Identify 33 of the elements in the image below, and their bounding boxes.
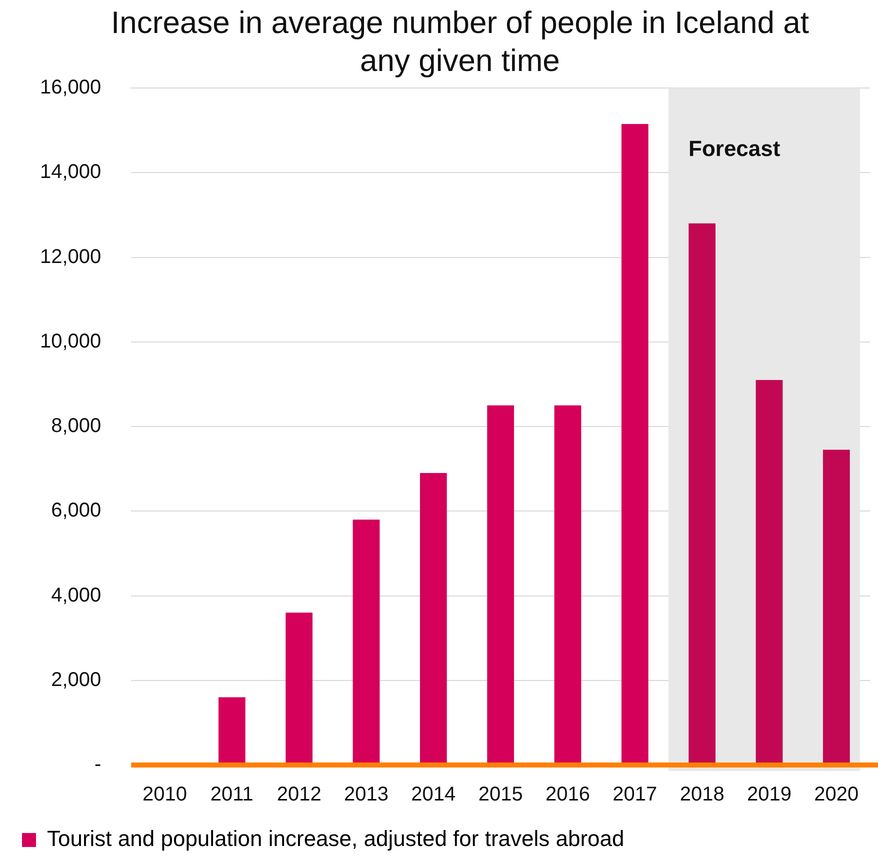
bar <box>218 697 246 764</box>
x-tick-label: 2010 <box>142 784 188 806</box>
bar <box>621 124 648 764</box>
x-tick-label: 2012 <box>276 784 322 806</box>
x-tick-label: 2011 <box>210 784 254 806</box>
chart-title: Increase in average number of people in Iceland at any given time <box>110 4 810 80</box>
y-tick-label: 14,000 <box>40 161 102 184</box>
y-tick-label: - <box>94 754 102 776</box>
band-label: Forecast <box>688 136 781 162</box>
x-tick-label: 2016 <box>546 784 590 806</box>
x-tick-label: 2018 <box>680 784 724 806</box>
y-tick-label: 16,000 <box>40 76 102 99</box>
legend-label: Tourist and population increase, adjusted for travels abroad <box>47 826 624 852</box>
bar <box>352 520 380 764</box>
y-tick-label: 10,000 <box>40 330 102 352</box>
bar <box>822 450 850 764</box>
y-tick-label: 2,000 <box>51 668 102 691</box>
x-tick-label: 2017 <box>612 784 658 806</box>
bar <box>420 473 447 764</box>
bar <box>286 612 313 764</box>
bar <box>487 405 514 764</box>
y-tick-label: 4,000 <box>51 584 102 606</box>
bar <box>554 405 582 764</box>
bar <box>688 223 716 764</box>
x-tick-label: 2013 <box>344 784 389 806</box>
y-tick-label: 6,000 <box>51 500 102 522</box>
y-tick-label: 12,000 <box>40 246 102 268</box>
x-tick-label: 2015 <box>478 784 523 806</box>
x-tick-label: 2014 <box>411 784 456 806</box>
bar <box>756 380 783 764</box>
x-tick-label: 2019 <box>747 784 792 806</box>
x-tick-label: 2020 <box>814 784 859 806</box>
y-tick-label: 8,000 <box>51 415 102 438</box>
